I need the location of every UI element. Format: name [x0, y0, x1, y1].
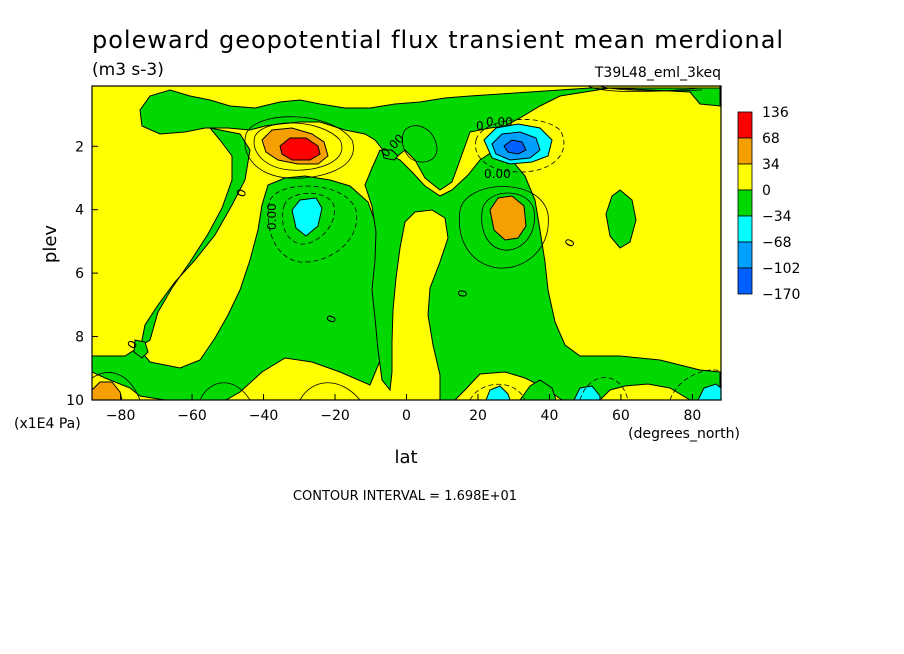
contour-label: 0: [476, 119, 484, 133]
colorbar-swatch: [737, 267, 753, 295]
field-red-sh-core: [279, 137, 321, 161]
colorbar-label: −68: [762, 235, 792, 251]
field-green-small-1: [133, 339, 149, 359]
x-tick-label: 60: [612, 408, 630, 424]
x-tick-label: −60: [177, 408, 207, 424]
colorbar-swatch: [737, 111, 753, 139]
colorbar-label: 34: [762, 157, 780, 173]
colorbar-swatch: [737, 163, 753, 191]
contour-label: 0.00: [484, 167, 511, 181]
x-tick-label: −80: [106, 408, 136, 424]
x-axis-units: (degrees_north): [628, 426, 740, 442]
field-cyan-sh-min: [291, 197, 323, 237]
x-axis: −80 −60 −40 −20 0 20 40 60 80: [106, 394, 701, 424]
field-orange-bottom-left: [92, 381, 123, 400]
x-axis-label: lat: [394, 447, 417, 468]
y-tick-label: 2: [75, 139, 84, 155]
field-green-small-2: [381, 149, 399, 161]
contour-field: [92, 86, 721, 400]
run-id-label: T39L48_eml_3keq: [594, 65, 721, 81]
colorbar-label: 136: [762, 105, 789, 121]
field-green-center: [364, 149, 721, 400]
x-tick-label: −40: [249, 408, 279, 424]
field-green-main: [92, 86, 721, 191]
colorbar-label: −170: [762, 287, 800, 303]
colorbar-label: −102: [762, 261, 800, 277]
contour-interval: CONTOUR INTERVAL = 1.698E+01: [293, 489, 517, 504]
contour-label: 0: [455, 289, 470, 299]
chart-title: poleward geopotential flux transient mea…: [92, 26, 784, 54]
x-tick-label: 20: [469, 408, 487, 424]
x-tick-label: 0: [402, 408, 411, 424]
contour-lines: [92, 86, 721, 400]
field-cyan-bottom-1: [485, 385, 511, 400]
colorbar-swatch: [737, 189, 753, 217]
colorbar: 136 68 34 0 −34 −68 −102 −170: [737, 105, 800, 303]
colorbar-label: 0: [762, 183, 771, 199]
x-tick-label: 40: [541, 408, 559, 424]
units-label: (m3 s-3): [92, 60, 164, 80]
y-tick-label: 4: [75, 203, 84, 219]
field-green-bottom-right: [519, 379, 557, 400]
contour-label: 0: [234, 187, 250, 199]
field-cyan-bottom-2: [573, 385, 601, 400]
colorbar-label: −34: [762, 209, 792, 225]
y-axis-label: plev: [40, 225, 61, 264]
colorbar-swatch: [737, 215, 753, 243]
colorbar-swatch: [737, 137, 753, 165]
field-green-right-blob: [605, 189, 637, 249]
field-cyan-bottom-3: [697, 383, 721, 400]
y-tick-label: 6: [75, 266, 84, 282]
field-darkblue-nh-core: [503, 139, 527, 155]
colorbar-swatch: [737, 241, 753, 269]
colorbar-label: 68: [762, 131, 780, 147]
y-axis-units: (x1E4 Pa): [14, 416, 81, 432]
x-tick-label: −20: [320, 408, 350, 424]
contour-label: 0: [324, 313, 340, 325]
contour-label: 0.00: [486, 115, 513, 129]
y-axis: 2 4 6 8 10: [66, 139, 98, 409]
y-tick-label: 8: [75, 330, 84, 346]
field-orange-nh-max: [489, 195, 527, 241]
y-tick-label: 10: [66, 393, 84, 409]
x-tick-label: 80: [683, 408, 701, 424]
contour-label: 0.00: [265, 203, 279, 230]
